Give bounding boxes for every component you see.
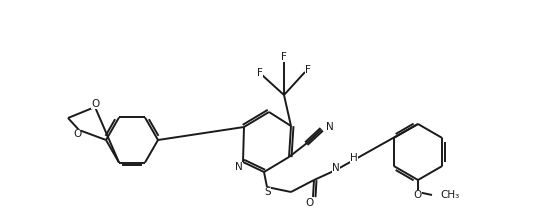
Text: S: S: [265, 187, 271, 197]
Text: N: N: [332, 163, 340, 173]
Text: O: O: [73, 129, 81, 139]
Text: N: N: [235, 162, 243, 172]
Text: N: N: [326, 122, 334, 132]
Text: H: H: [350, 153, 358, 163]
Text: F: F: [257, 68, 263, 78]
Text: F: F: [281, 52, 287, 62]
Text: O: O: [414, 190, 422, 200]
Text: CH₃: CH₃: [440, 190, 459, 200]
Text: O: O: [305, 198, 313, 208]
Text: F: F: [305, 65, 311, 75]
Text: O: O: [91, 99, 99, 109]
